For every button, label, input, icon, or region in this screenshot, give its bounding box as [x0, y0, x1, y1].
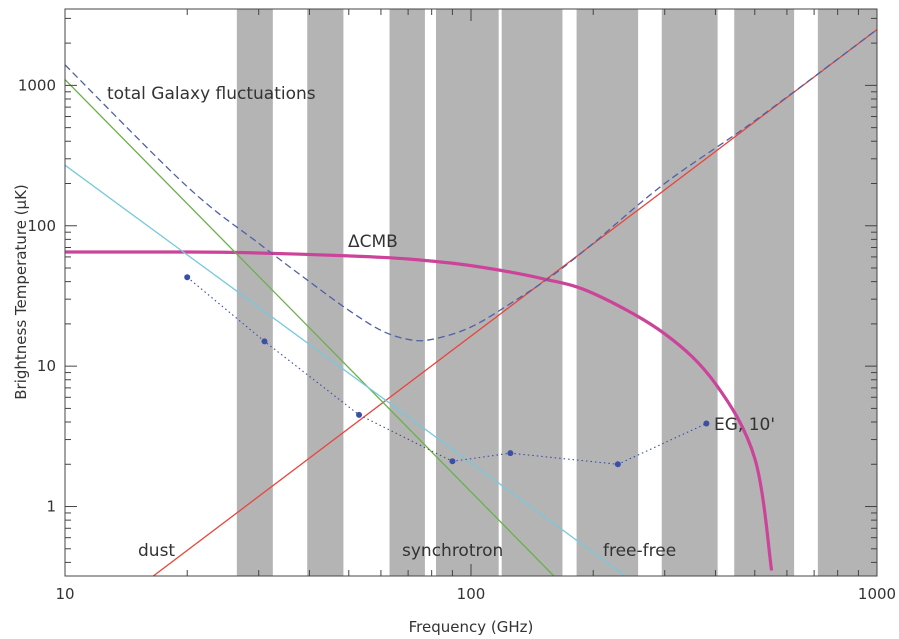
y-tick-label: 100 — [27, 217, 56, 235]
y-axis-title: Brightness Temperature (μK) — [12, 184, 30, 400]
frequency-band-1 — [236, 9, 273, 576]
frequency-band-9 — [817, 9, 877, 576]
x-tick-label: 100 — [457, 585, 486, 603]
curves-group — [65, 28, 877, 576]
dust-line — [152, 28, 877, 576]
total-galaxy-curve — [65, 28, 877, 342]
frequency-band-5 — [501, 9, 563, 576]
label-free-free: free-free — [603, 541, 676, 561]
label-eg-10: EG, 10' — [714, 415, 775, 435]
eg-point-7 — [703, 420, 710, 427]
axis-ticks: 10 100 1000 1 10 100 1000 — [18, 9, 896, 603]
frequency-band-2 — [307, 9, 344, 576]
label-synchrotron: synchrotron — [402, 541, 503, 561]
label-total-galaxy-fluctuations: total Galaxy fluctuations — [107, 84, 316, 104]
x-tick-label: 10 — [55, 585, 74, 603]
eg-point-6 — [614, 461, 621, 468]
frequency-band-8 — [734, 9, 795, 576]
frequency-band-4 — [436, 9, 499, 576]
frequency-band-3 — [389, 9, 425, 576]
eg-point-3 — [356, 411, 363, 418]
label-dust: dust — [138, 541, 175, 561]
free-free-line — [65, 164, 626, 576]
eg-point-1 — [184, 274, 191, 281]
label-delta-cmb: ΔCMB — [348, 232, 398, 252]
y-tick-label: 1000 — [18, 76, 56, 94]
frequency-band-6 — [576, 9, 639, 576]
eg-point-4 — [449, 458, 456, 465]
y-tick-label: 10 — [37, 357, 56, 375]
frequency-band-7 — [661, 9, 718, 576]
x-axis-title: Frequency (GHz) — [409, 618, 534, 636]
y-tick-label: 1 — [46, 498, 56, 516]
frequency-band-shading — [236, 9, 877, 576]
eg-point-2 — [261, 338, 268, 345]
eg-point-5 — [507, 450, 514, 457]
synchrotron-line — [65, 79, 555, 576]
x-tick-label: 1000 — [858, 585, 896, 603]
